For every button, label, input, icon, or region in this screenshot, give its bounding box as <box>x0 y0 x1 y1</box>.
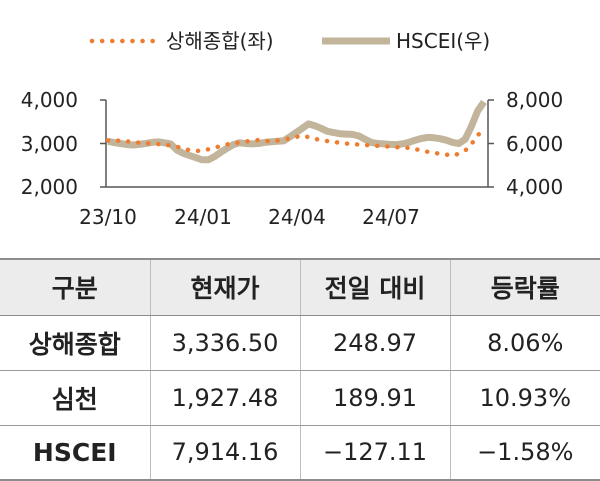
series-line-hscei <box>107 99 487 164</box>
header-current-price: 현재가 <box>150 258 301 316</box>
y-right-tick-label: 8,000 <box>506 88 563 112</box>
row-price: 3,336.50 <box>150 315 301 371</box>
header-change-rate: 등락률 <box>450 258 600 316</box>
y-left-tick-label: 4,000 <box>21 88 78 112</box>
legend-label-hscei: HSCEI(우) <box>396 29 490 53</box>
header-change: 전일 대비 <box>300 258 451 316</box>
row-change: 248.97 <box>300 315 451 371</box>
x-tick-label: 24/01 <box>174 205 232 229</box>
y-right-tick-label: 4,000 <box>506 175 563 199</box>
header-category: 구분 <box>0 258 151 316</box>
row-price: 1,927.48 <box>150 370 301 426</box>
x-tick-label: 23/10 <box>79 205 137 229</box>
row-rate: 8.06% <box>450 315 600 371</box>
x-tick-label: 24/04 <box>268 205 326 229</box>
table-row: HSCEI 7,914.16 −127.11 −1.58% <box>0 425 600 481</box>
row-change: −127.11 <box>300 425 451 481</box>
legend-label-shanghai: 상해종합(좌) <box>166 29 274 53</box>
table-row: 상해종합 3,336.50 248.97 8.06% <box>0 315 600 371</box>
row-rate: −1.58% <box>450 425 600 481</box>
table-header-row: 구분 현재가 전일 대비 등락률 <box>0 258 600 316</box>
row-change: 189.91 <box>300 370 451 426</box>
row-price: 7,914.16 <box>150 425 301 481</box>
y-left-tick-label: 2,000 <box>21 175 78 199</box>
row-name: HSCEI <box>0 425 151 481</box>
y-right-tick-label: 6,000 <box>506 132 563 156</box>
row-name: 심천 <box>0 370 151 426</box>
legend: 상해종합(좌) HSCEI(우) <box>89 29 490 53</box>
row-name: 상해종합 <box>0 315 151 371</box>
y-left-tick-label: 3,000 <box>21 132 78 156</box>
x-tick-label: 24/07 <box>362 205 420 229</box>
series-line-shanghai <box>105 129 487 159</box>
row-rate: 10.93% <box>450 370 600 426</box>
index-table: 구분 현재가 전일 대비 등락률 상해종합 3,336.50 248.97 8.… <box>0 258 600 481</box>
index-line-chart: 상해종합(좌) HSCEI(우) 4,000 3,000 2,000 8,000… <box>21 29 564 229</box>
table-row: 심천 1,927.48 189.91 10.93% <box>0 370 600 426</box>
